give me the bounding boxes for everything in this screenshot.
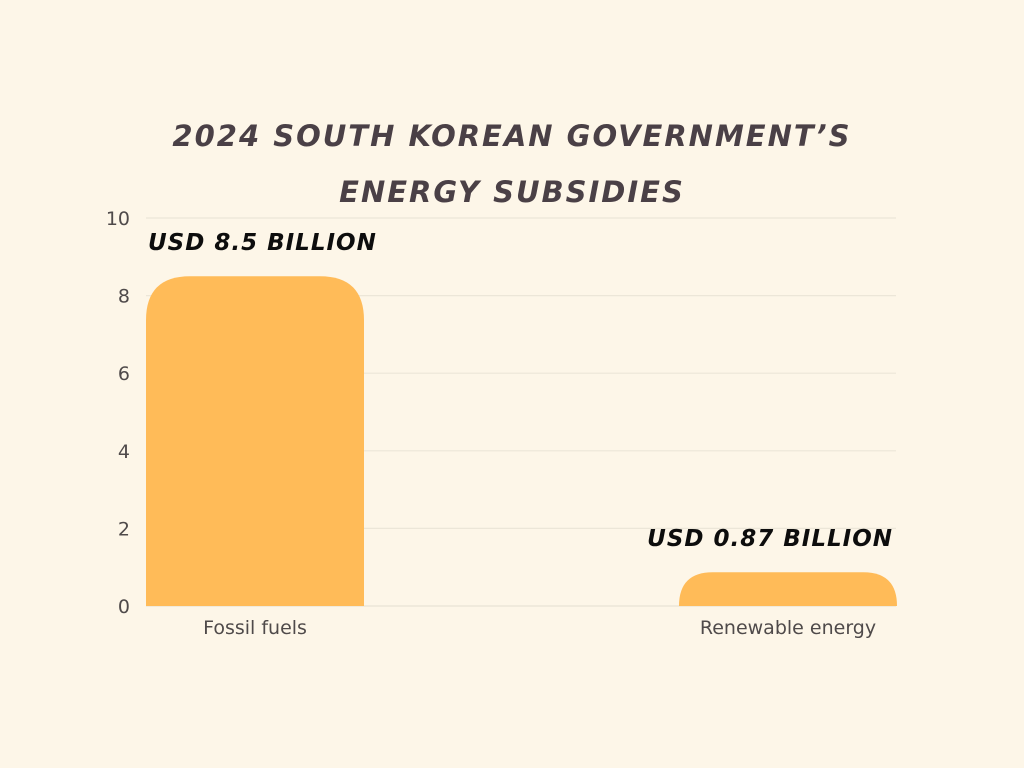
bar-value-label: USD 0.87 BILLION — [647, 526, 893, 552]
y-tick-label: 10 — [106, 208, 130, 230]
chart-title-line-1: 2024 SOUTH KOREAN GOVERNMENT’S — [172, 119, 852, 153]
bar-value-label: USD 8.5 BILLION — [148, 230, 377, 256]
chart-title-line-2: ENERGY SUBSIDIES — [339, 175, 685, 209]
chart-title: 2024 SOUTH KOREAN GOVERNMENT’S ENERGY SU… — [0, 108, 1024, 220]
bar-renewable-energy — [679, 572, 897, 606]
y-tick-label: 4 — [118, 441, 130, 463]
y-tick-label: 2 — [118, 518, 130, 540]
bar-fossil-fuels — [146, 276, 364, 606]
y-axis-ticks: 0 2 4 6 8 10 — [106, 208, 130, 618]
y-tick-label: 8 — [118, 286, 130, 308]
y-tick-label: 6 — [118, 363, 130, 385]
x-category-label: Fossil fuels — [203, 617, 307, 639]
data-labels: USD 8.5 BILLION USD 0.87 BILLION — [148, 230, 893, 552]
x-category-label: Renewable energy — [700, 617, 876, 639]
x-axis-categories: Fossil fuels Renewable energy — [203, 617, 876, 639]
y-tick-label: 0 — [118, 596, 130, 618]
bars — [146, 276, 897, 606]
